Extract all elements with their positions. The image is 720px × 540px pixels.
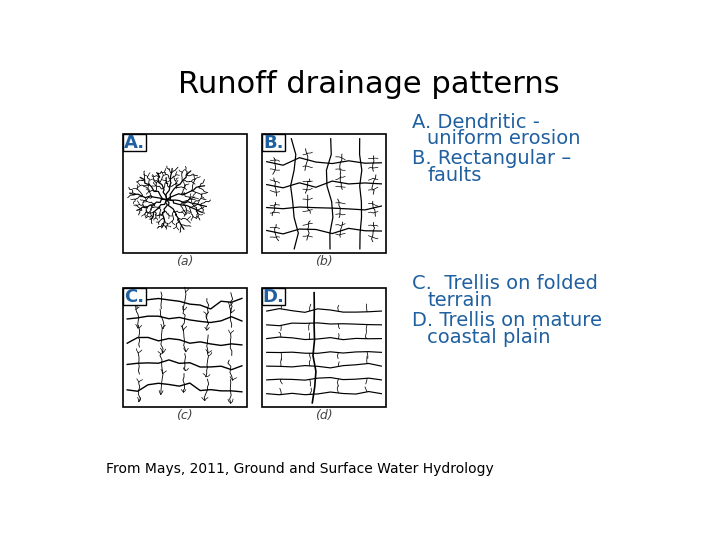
Bar [262, 134, 386, 253]
Text: terrain: terrain [427, 291, 492, 310]
Bar [122, 288, 145, 305]
Text: (d): (d) [315, 409, 333, 422]
Text: D.: D. [263, 288, 284, 306]
Bar [262, 288, 386, 408]
Text: (a): (a) [176, 255, 193, 268]
Text: A. Dendritic -: A. Dendritic - [412, 112, 539, 132]
Text: D. Trellis on mature: D. Trellis on mature [412, 311, 602, 330]
Text: (b): (b) [315, 255, 333, 268]
Bar [122, 288, 246, 408]
Text: uniform erosion: uniform erosion [427, 130, 580, 148]
Text: B. Rectangular –: B. Rectangular – [412, 150, 571, 168]
Text: From Mays, 2011, Ground and Surface Water Hydrology: From Mays, 2011, Ground and Surface Wate… [106, 462, 493, 476]
Bar [262, 134, 285, 151]
Text: coastal plain: coastal plain [427, 328, 551, 347]
Text: (c): (c) [176, 409, 193, 422]
Bar [122, 134, 246, 253]
Text: faults: faults [427, 166, 482, 185]
Text: C.: C. [124, 288, 144, 306]
Text: B.: B. [264, 133, 284, 152]
Text: C.  Trellis on folded: C. Trellis on folded [412, 274, 598, 293]
Text: A.: A. [124, 133, 145, 152]
Bar [122, 134, 145, 151]
Text: Runoff drainage patterns: Runoff drainage patterns [178, 70, 560, 98]
Bar [262, 288, 285, 305]
